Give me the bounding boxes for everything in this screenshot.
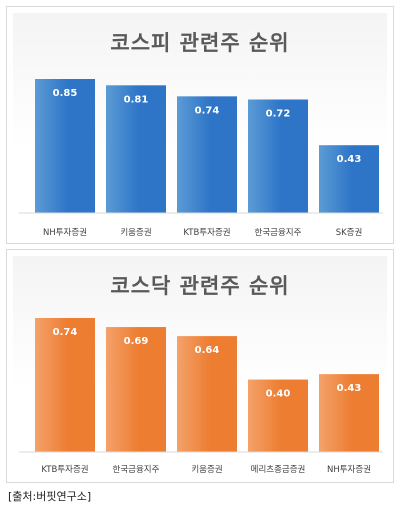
kospi-category-label: NH투자증권 [43,227,87,238]
kosdaq-bar-chart: 0.74 KTB투자증권 0.69 한국금융지주 0.64 키움증권 0.40 메리츠종금증권… [19,318,383,475]
kosdaq-data-label: 0.69 [124,336,149,347]
kosdaq-bar [319,374,379,452]
kosdaq-category-label: 메리츠종금증권 [251,464,306,475]
kosdaq-chart-area: 코스닥 관련주 순위 0.74 KTB투자증권 0.69 한국금융지주 0.64 키움증권… [13,256,387,476]
kosdaq-bar [248,379,308,452]
kosdaq-category-label: KTB투자증권 [41,464,88,475]
kospi-category-label: 키움증권 [120,227,151,238]
kospi-category-label: SK증권 [336,227,363,238]
kosdaq-bar [177,336,237,452]
kosdaq-chart-panel: 코스닥 관련주 순위 0.74 KTB투자증권 0.69 한국금융지주 0.64 키움증권… [6,249,394,483]
kosdaq-bar [35,318,95,452]
source-note: [출처:버핏연구소] [8,490,92,503]
kosdaq-chart-title: 코스닥 관련주 순위 [110,274,290,298]
kospi-chart-area: 코스피 관련주 순위 0.85 NH투자증권 0.81 키움증권 0.74 KTB투자증권… [13,13,387,238]
kospi-bar [35,79,95,213]
kospi-chart-panel: 코스피 관련주 순위 0.85 NH투자증권 0.81 키움증권 0.74 KTB투자증권… [6,6,394,244]
kosdaq-data-label: 0.64 [195,345,220,356]
kospi-data-label: 0.85 [53,88,78,99]
kospi-chart-title: 코스피 관련주 순위 [110,31,290,55]
kosdaq-category-label: 한국금융지주 [113,465,160,475]
kospi-category-label: KTB투자증권 [183,227,230,238]
kospi-bar [177,96,237,213]
kosdaq-data-label: 0.40 [266,389,291,400]
kospi-category-label: 한국금융지주 [255,228,302,238]
kosdaq-data-label: 0.43 [337,383,362,394]
kospi-data-label: 0.72 [266,108,291,119]
kospi-bar-chart: 0.85 NH투자증권 0.81 키움증권 0.74 KTB투자증권 0.72 한국금융지주 0… [19,79,383,238]
kosdaq-category-label: 키움증권 [191,464,222,475]
kospi-data-label: 0.74 [195,105,220,116]
kosdaq-bar [106,327,166,452]
kospi-bar [248,99,308,213]
kospi-bar [319,145,379,213]
kospi-data-label: 0.81 [124,94,149,105]
kospi-data-label: 0.43 [337,154,362,165]
kospi-bar [106,85,166,213]
kosdaq-data-label: 0.74 [53,327,78,338]
kosdaq-category-label: NH투자증권 [327,464,371,475]
